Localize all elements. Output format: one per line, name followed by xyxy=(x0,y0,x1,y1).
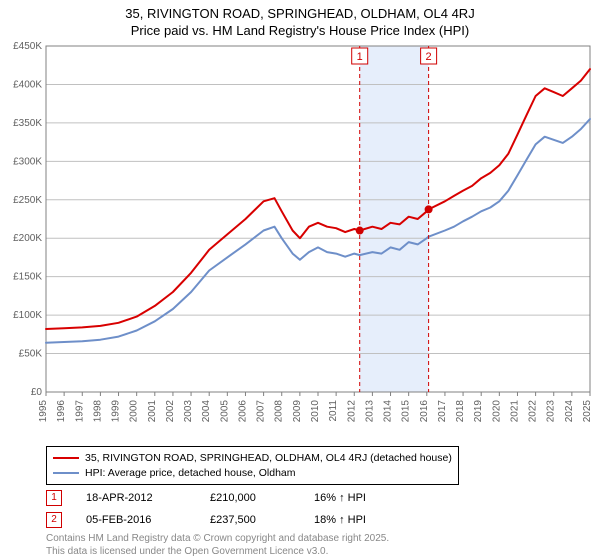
legend-swatch xyxy=(53,457,79,459)
x-tick-label: 2007 xyxy=(256,399,267,422)
x-tick-label: 2016 xyxy=(419,399,430,422)
footer-attribution: Contains HM Land Registry data © Crown c… xyxy=(46,532,389,558)
legend-label: 35, RIVINGTON ROAD, SPRINGHEAD, OLDHAM, … xyxy=(85,451,452,466)
x-tick-label: 2020 xyxy=(491,399,502,422)
legend-label: HPI: Average price, detached house, Oldh… xyxy=(85,466,296,481)
x-tick-label: 2025 xyxy=(582,399,593,422)
sale-hpi: 18% ↑ HPI xyxy=(314,514,404,526)
x-tick-label: 2011 xyxy=(328,399,339,421)
x-tick-label: 2021 xyxy=(509,399,520,422)
y-tick-label: £0 xyxy=(31,387,43,398)
x-tick-label: 1999 xyxy=(111,399,122,422)
y-tick-label: £450K xyxy=(13,41,42,52)
sale-hpi: 16% ↑ HPI xyxy=(314,492,404,504)
x-tick-label: 2002 xyxy=(165,399,176,422)
y-tick-label: £100K xyxy=(13,310,42,321)
y-tick-label: £50K xyxy=(19,348,43,359)
sale-price: £210,000 xyxy=(210,492,290,504)
series-price_paid xyxy=(46,69,590,329)
x-tick-label: 2004 xyxy=(201,399,212,422)
x-tick-label: 2006 xyxy=(237,399,248,422)
price-chart: £0 £50K £100K £150K £200K £250K £300K £350K £400… xyxy=(0,40,600,440)
y-tick-label: £400K xyxy=(13,79,42,90)
legend: 35, RIVINGTON ROAD, SPRINGHEAD, OLDHAM, … xyxy=(46,446,459,485)
sale-price: £237,500 xyxy=(210,514,290,526)
sale-badge: 2 xyxy=(46,512,62,528)
footer-line1: Contains HM Land Registry data © Crown c… xyxy=(46,532,389,545)
x-tick-label: 2000 xyxy=(129,399,140,422)
title-address: 35, RIVINGTON ROAD, SPRINGHEAD, OLDHAM, … xyxy=(0,6,600,23)
x-tick-label: 2005 xyxy=(219,399,230,422)
sale-date: 18-APR-2012 xyxy=(86,492,186,504)
x-tick-label: 1995 xyxy=(38,399,49,422)
x-tick-label: 2014 xyxy=(383,399,394,422)
x-tick-label: 2008 xyxy=(274,399,285,422)
title-subtitle: Price paid vs. HM Land Registry's House … xyxy=(0,23,600,40)
x-tick-label: 2001 xyxy=(147,399,158,422)
x-tick-label: 2018 xyxy=(455,399,466,422)
x-tick-label: 2010 xyxy=(310,399,321,422)
legend-item: 35, RIVINGTON ROAD, SPRINGHEAD, OLDHAM, … xyxy=(53,451,452,466)
x-tick-label: 2022 xyxy=(528,399,539,422)
x-tick-label: 2023 xyxy=(546,399,557,422)
plot-border xyxy=(46,46,590,392)
y-tick-label: £350K xyxy=(13,118,42,129)
footer-line2: This data is licensed under the Open Gov… xyxy=(46,545,389,558)
x-tick-label: 2003 xyxy=(183,399,194,422)
sales-table: 1 18-APR-2012 £210,000 16% ↑ HPI 2 05-FEB-201… xyxy=(46,490,404,534)
x-tick-label: 2015 xyxy=(401,399,412,422)
sale-marker-badge-text: 1 xyxy=(357,51,363,63)
sale-row: 1 18-APR-2012 £210,000 16% ↑ HPI xyxy=(46,490,404,506)
x-tick-label: 2024 xyxy=(564,399,575,422)
y-tick-label: £200K xyxy=(13,233,42,244)
sale-marker-dot xyxy=(425,205,433,213)
x-tick-label: 1997 xyxy=(74,399,85,422)
legend-item: HPI: Average price, detached house, Oldh… xyxy=(53,466,452,481)
x-tick-label: 2009 xyxy=(292,399,303,422)
sale-badge: 1 xyxy=(46,490,62,506)
sale-date: 05-FEB-2016 xyxy=(86,514,186,526)
sale-marker-dot xyxy=(356,226,364,234)
sale-marker-badge-text: 2 xyxy=(426,51,432,63)
x-tick-label: 1996 xyxy=(56,399,67,422)
x-tick-label: 2012 xyxy=(346,399,357,422)
y-tick-label: £150K xyxy=(13,271,42,282)
chart-title: 35, RIVINGTON ROAD, SPRINGHEAD, OLDHAM, … xyxy=(0,0,600,40)
sale-row: 2 05-FEB-2016 £237,500 18% ↑ HPI xyxy=(46,512,404,528)
chart-container: 35, RIVINGTON ROAD, SPRINGHEAD, OLDHAM, … xyxy=(0,0,600,560)
y-tick-label: £300K xyxy=(13,156,42,167)
y-tick-label: £250K xyxy=(13,195,42,206)
x-tick-label: 2013 xyxy=(364,399,375,422)
x-tick-label: 2019 xyxy=(473,399,484,422)
legend-swatch xyxy=(53,472,79,474)
x-tick-label: 2017 xyxy=(437,399,448,422)
x-tick-label: 1998 xyxy=(92,399,103,422)
